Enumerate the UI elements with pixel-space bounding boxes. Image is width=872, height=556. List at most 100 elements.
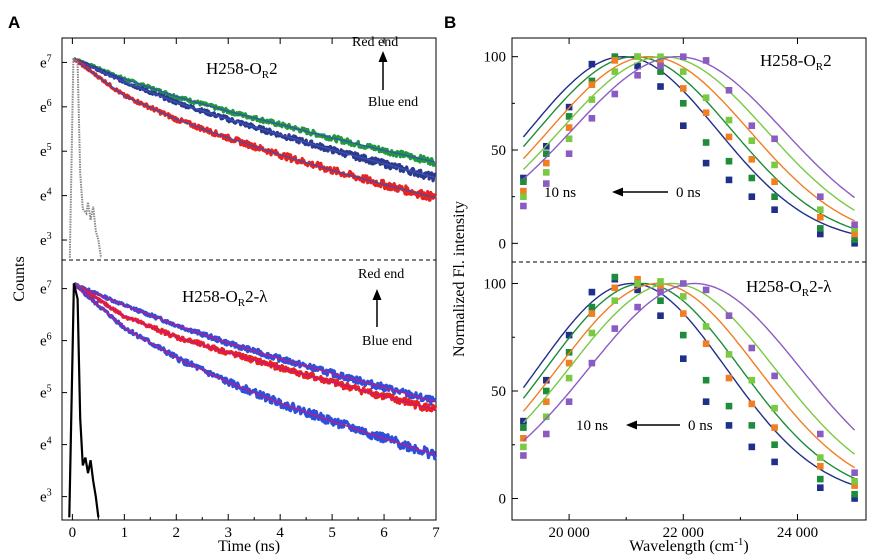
spectrum-point-0 [817, 484, 824, 491]
fit-line-1 [73, 283, 436, 411]
spectrum-point-1 [771, 193, 778, 200]
spectrum-point-2 [748, 400, 756, 408]
spectrum-fit-1 [522, 56, 855, 230]
spectrum-point-1 [588, 77, 596, 85]
spectrum-point-4 [543, 180, 550, 187]
spectrum-fit-3 [522, 282, 856, 455]
panel-a-top-blue-end: Blue end [368, 95, 418, 110]
panel-b-bottom-arrow-right: 0 ns [688, 418, 713, 434]
panel-a-frame [61, 37, 437, 521]
spectrum-point-3 [657, 53, 664, 60]
spectrum-point-3 [543, 413, 550, 421]
y-tick-label-top: e3 [40, 231, 52, 249]
spectrum-fit-1 [522, 282, 855, 480]
spectrum-point-3 [543, 169, 550, 176]
panel-b-bottom-title: H258-OR2-λ [746, 277, 832, 299]
irf-trace-3 [68, 55, 102, 258]
panel-b-top-plot [520, 53, 858, 247]
panel-b-top-arrow-left: 10 ns [544, 185, 576, 201]
spectrum-point-3 [565, 135, 573, 143]
spectrum-point-0 [634, 62, 641, 70]
spectrum-point-1 [543, 150, 550, 157]
spectrum-point-3 [520, 443, 527, 451]
spectrum-point-0 [520, 417, 527, 425]
spectrum-point-3 [611, 297, 619, 304]
x-tick-label: 5 [328, 525, 336, 541]
spectrum-point-3 [851, 225, 858, 232]
spectrum-point-4 [543, 430, 550, 438]
panel-b-frame [511, 37, 867, 521]
spectrum-point-2 [851, 482, 858, 489]
spectrum-point-2 [611, 57, 619, 64]
spectrum-point-2 [611, 284, 619, 292]
fit-line-0 [73, 57, 436, 163]
x-tick-label: 3 [224, 525, 232, 541]
fit-line-0 [73, 283, 436, 403]
spectrum-point-4 [851, 469, 858, 476]
spectrum-point-3 [588, 96, 596, 103]
spectrum-point-3 [725, 116, 733, 124]
spectrum-point-0 [588, 288, 596, 296]
spectrum-point-0 [657, 312, 664, 319]
spectrum-point-3 [588, 329, 596, 337]
fit-line-1 [73, 58, 436, 179]
spectrum-point-4 [771, 135, 778, 143]
spectrum-point-2 [657, 284, 664, 292]
panel-b-top-arrow-right: 0 ns [676, 185, 701, 201]
panel-b-top-title: H258-OR2 [760, 51, 832, 73]
spectrum-fit-4 [522, 56, 856, 199]
b-y-tick-label-top: 100 [484, 50, 507, 66]
panel-a-xlabel: Time (ns) [218, 538, 280, 555]
spectrum-point-3 [771, 404, 778, 412]
y-tick-label-bottom: e7 [40, 280, 52, 298]
x-tick-label: 6 [380, 525, 388, 541]
spectrum-fit-0 [522, 282, 855, 486]
b-y-tick-label-bottom: 0 [499, 492, 507, 508]
panel-b-top-arrow [612, 187, 668, 197]
spectrum-point-0 [702, 398, 710, 405]
spectrum-point-1 [657, 297, 664, 304]
spectrum-point-1 [702, 139, 710, 146]
irf-trace-3 [68, 283, 100, 518]
spectrum-point-4 [657, 62, 664, 70]
spectrum-point-0 [588, 60, 596, 68]
b-y-tick-label-bottom: 100 [484, 277, 507, 293]
spectrum-point-3 [634, 53, 641, 60]
spectrum-point-2 [543, 159, 550, 167]
panel-b-axes: 20 000 22 000 24 000 0 50 100 0 50 100 [484, 38, 818, 541]
panel-a-bottom-red-end: Red end [358, 267, 404, 282]
decay-trace-2 [73, 282, 438, 461]
spectrum-point-2 [520, 435, 527, 442]
panel-b-xlabel: Wavelength (cm-1) [629, 536, 748, 555]
spectrum-point-1 [520, 178, 527, 185]
spectrum-point-3 [611, 68, 619, 75]
fit-line-2 [73, 58, 436, 199]
panel-a-ylabel: Counts [11, 256, 28, 301]
spectrum-point-2 [588, 81, 596, 88]
spectrum-point-1 [748, 422, 756, 429]
panel-a-axes: 0 1 2 3 4 5 6 7 e7 e6 e5 e4 e3 e7 e6 e5 e4 e3 [40, 38, 440, 541]
y-tick-label-top: e5 [40, 142, 52, 160]
spectrum-point-4 [817, 193, 824, 200]
b-y-tick-label-bottom: 50 [491, 384, 506, 400]
x-tick-label: 4 [276, 525, 284, 541]
spectrum-point-1 [748, 174, 756, 182]
b-y-tick-label-top: 0 [499, 236, 507, 252]
spectrum-point-4 [634, 303, 641, 311]
spectrum-point-4 [771, 372, 778, 380]
spectrum-point-4 [680, 53, 687, 60]
spectrum-point-3 [725, 351, 733, 358]
spectrum-point-4 [565, 398, 573, 405]
spectrum-point-1 [611, 53, 619, 60]
panel-a-bottom-title: H258-OR2-λ [182, 287, 268, 309]
spectrum-fit-2 [522, 56, 855, 222]
spectrum-point-0 [634, 286, 641, 294]
panel-a-top-arrow [378, 51, 388, 90]
b-y-tick-label-top: 50 [491, 143, 506, 159]
panel-a-top-title: H258-OR2 [206, 59, 278, 81]
y-tick-label-bottom: e5 [40, 384, 52, 402]
b-x-tick-label: 24 000 [777, 525, 818, 541]
spectrum-point-0 [748, 193, 756, 200]
spectrum-fit-4 [522, 282, 856, 442]
spectrum-point-2 [565, 359, 573, 367]
